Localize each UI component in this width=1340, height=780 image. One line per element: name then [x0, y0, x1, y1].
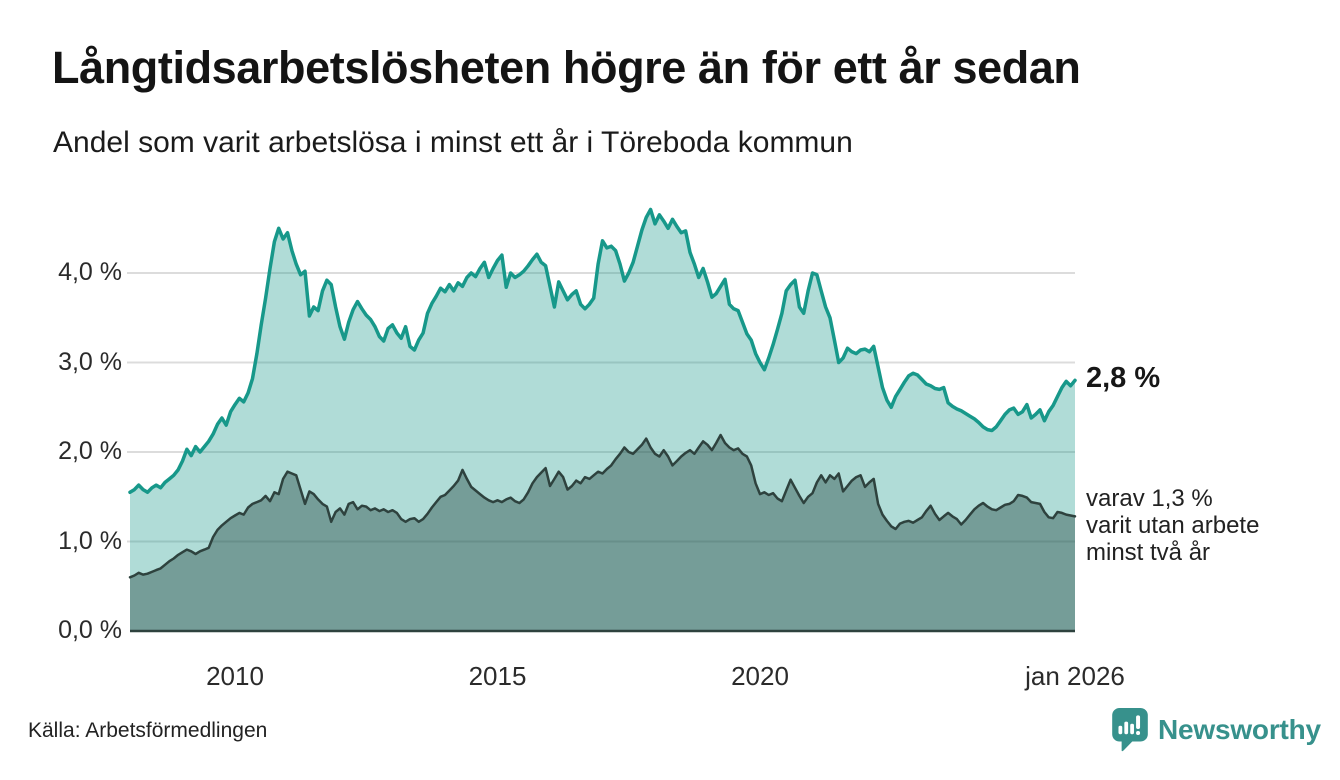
x-tick-label: 2010: [206, 661, 264, 691]
y-tick-label: 2,0 %: [58, 437, 122, 465]
y-tick-label: 1,0 %: [58, 526, 122, 555]
two-year-note: varav 1,3 % varit utan arbete minst två …: [1086, 485, 1259, 566]
y-tick-label: 3,0 %: [58, 347, 122, 376]
series-line-one-year: [128, 207, 1077, 495]
gridlines: [127, 272, 1075, 543]
series-line-two-years: [128, 433, 1077, 579]
two-year-note-line: varit utan arbete: [1086, 512, 1260, 540]
newsworthy-bubble-icon: [1112, 708, 1148, 752]
newsworthy-logo[interactable]: Newsworthy: [1112, 708, 1321, 752]
area-fill-one-year: [130, 209, 1075, 631]
newsworthy-wordmark: Newsworthy: [1158, 714, 1321, 745]
x-tick-label: 2015: [468, 661, 527, 691]
x-tick-label: 2020: [731, 661, 789, 691]
chart-subtitle: Andel som varit arbetslösa i minst ett å…: [53, 126, 853, 159]
x-tick-label: jan 2026: [1025, 661, 1125, 691]
two-year-note-line: minst två år: [1086, 539, 1211, 567]
area-fill-two-years: [130, 435, 1075, 631]
page-title: Långtidsarbetslösheten högre än för ett …: [52, 42, 1081, 93]
source-credit: Källa: Arbetsförmedlingen: [28, 719, 268, 742]
current-value-label: 2,8 %: [1086, 362, 1161, 395]
y-tick-label: 0,0 %: [58, 616, 122, 644]
two-year-note-line: varav 1,3 %: [1086, 485, 1213, 513]
y-tick-label: 4,0 %: [58, 258, 122, 286]
